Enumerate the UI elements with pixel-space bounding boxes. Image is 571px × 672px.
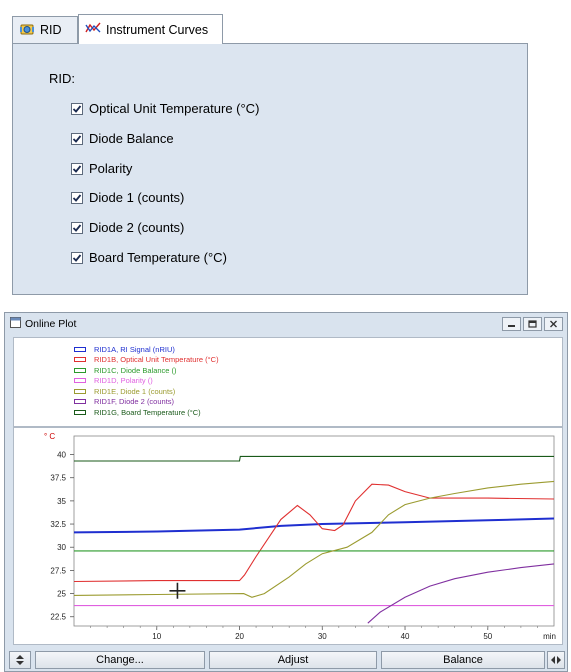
legend-label: RID1D, Polarity () [94,376,153,385]
checkmark-icon[interactable] [71,251,83,264]
rid-heading: RID: [49,71,75,86]
series-line-1 [73,517,555,534]
series-line-7 [74,455,554,462]
change-button[interactable]: Change... [35,651,205,669]
x-tick-label: 20 [235,632,244,641]
minimize-button[interactable] [502,317,521,331]
legend-item: RID1E, Diode 1 (counts) [74,386,175,396]
maximize-button[interactable] [523,317,542,331]
online-plot-window: Online Plot RID1A, RI Signal (nRIU) RID1B… [4,312,568,672]
checkbox-label: Diode 1 (counts) [89,190,185,205]
checkbox-label: Polarity [89,161,133,176]
legend-swatch [74,378,86,383]
legend-label: RID1A, RI Signal (nRIU) [94,344,175,354]
checkbox-label: Board Temperature (°C) [89,250,227,265]
checkmark-icon[interactable] [71,102,83,115]
y-tick-label: 37.5 [50,474,66,483]
checkmark-icon[interactable] [71,191,83,204]
close-button[interactable] [544,317,563,331]
legend-swatch [74,346,86,352]
legend-swatch [74,409,86,415]
tab-instrument-curves-label: Instrument Curves [106,22,209,37]
tab-rid-label: RID [40,23,62,37]
window-title: Online Plot [25,318,77,330]
checkbox-label: Optical Unit Temperature (°C) [89,101,260,116]
checkbox-board-temperature[interactable]: Board Temperature (°C) [71,250,227,265]
plot-window-icon [10,317,21,331]
curves-icon [85,21,101,38]
tab-instrument-curves[interactable]: Instrument Curves [78,14,223,44]
instrument-curves-settings: RID Instrument Curves RID: Optical Unit … [8,10,528,298]
y-tick-label: 25 [57,590,66,599]
checkbox-diode-1[interactable]: Diode 1 (counts) [71,190,184,205]
series-line-5 [73,480,555,598]
balance-button[interactable]: Balance [381,651,545,669]
legend-label: RID1B, Optical Unit Temperature (°C) [94,355,219,364]
series-line-6 [367,563,555,624]
checkmark-icon[interactable] [71,221,83,234]
rid-module-icon [19,21,35,40]
checkbox-label: Diode Balance [89,131,174,146]
legend-label: RID1E, Diode 1 (counts) [94,386,176,396]
scroll-updown-button[interactable] [9,651,31,669]
adjust-button[interactable]: Adjust [209,651,377,669]
checkmark-icon[interactable] [71,162,83,175]
x-tick-label: 50 [483,632,492,641]
x-tick-label: 40 [401,632,410,641]
y-tick-label: 35 [57,497,66,506]
legend-swatch [74,388,86,394]
y-unit-label: ° C [44,432,55,441]
y-tick-label: 40 [57,451,66,460]
y-tick-label: 27.5 [50,566,66,575]
window-titlebar[interactable]: Online Plot [5,313,567,335]
y-tick-label: 32.5 [50,520,66,529]
legend-label: RID1C, Diode Balance () [94,365,177,375]
legend-item: RID1C, Diode Balance () [74,365,177,375]
x-tick-label: 30 [318,632,327,641]
checkbox-label: Diode 2 (counts) [89,220,185,235]
scroll-leftright-button[interactable] [547,651,565,669]
chart-legend: RID1A, RI Signal (nRIU) RID1B, Optical Un… [13,337,563,427]
x-unit-label: min [543,632,556,641]
curves-panel: RID: Optical Unit Temperature (°C) Diode… [12,43,528,295]
tab-rid[interactable]: RID [12,16,78,43]
crosshair-cursor-icon [169,582,186,599]
chart-area[interactable]: 22.5 25 27.5 30 32.5 35 37.5 40 10 20 30 40 50 ° C min [13,427,563,645]
legend-item: RID1D, Polarity () [74,376,153,386]
checkbox-diode-2[interactable]: Diode 2 (counts) [71,220,184,235]
line-chart[interactable]: 22.5 25 27.5 30 32.5 35 37.5 40 10 20 30 40 50 ° C min [14,428,562,644]
y-tick-label: 22.5 [50,613,66,622]
legend-item: RID1A, RI Signal (nRIU) [74,344,175,354]
plot-toolbar: Change... Adjust Balance [5,649,567,671]
legend-swatch [74,367,86,373]
legend-item: RID1B, Optical Unit Temperature (°C) [74,355,219,365]
legend-swatch [74,357,86,362]
checkmark-icon[interactable] [71,132,83,145]
checkbox-optical-unit-temperature[interactable]: Optical Unit Temperature (°C) [71,101,259,116]
legend-swatch [74,399,86,404]
legend-item: RID1G, Board Temperature (°C) [74,407,201,417]
legend-item: RID1F, Diode 2 (counts) [74,397,174,407]
legend-label: RID1G, Board Temperature (°C) [94,407,201,417]
legend-label: RID1F, Diode 2 (counts) [94,397,175,406]
y-tick-label: 30 [57,543,66,552]
x-tick-label: 10 [152,632,161,641]
checkbox-polarity[interactable]: Polarity [71,161,132,176]
checkbox-diode-balance[interactable]: Diode Balance [71,131,174,146]
